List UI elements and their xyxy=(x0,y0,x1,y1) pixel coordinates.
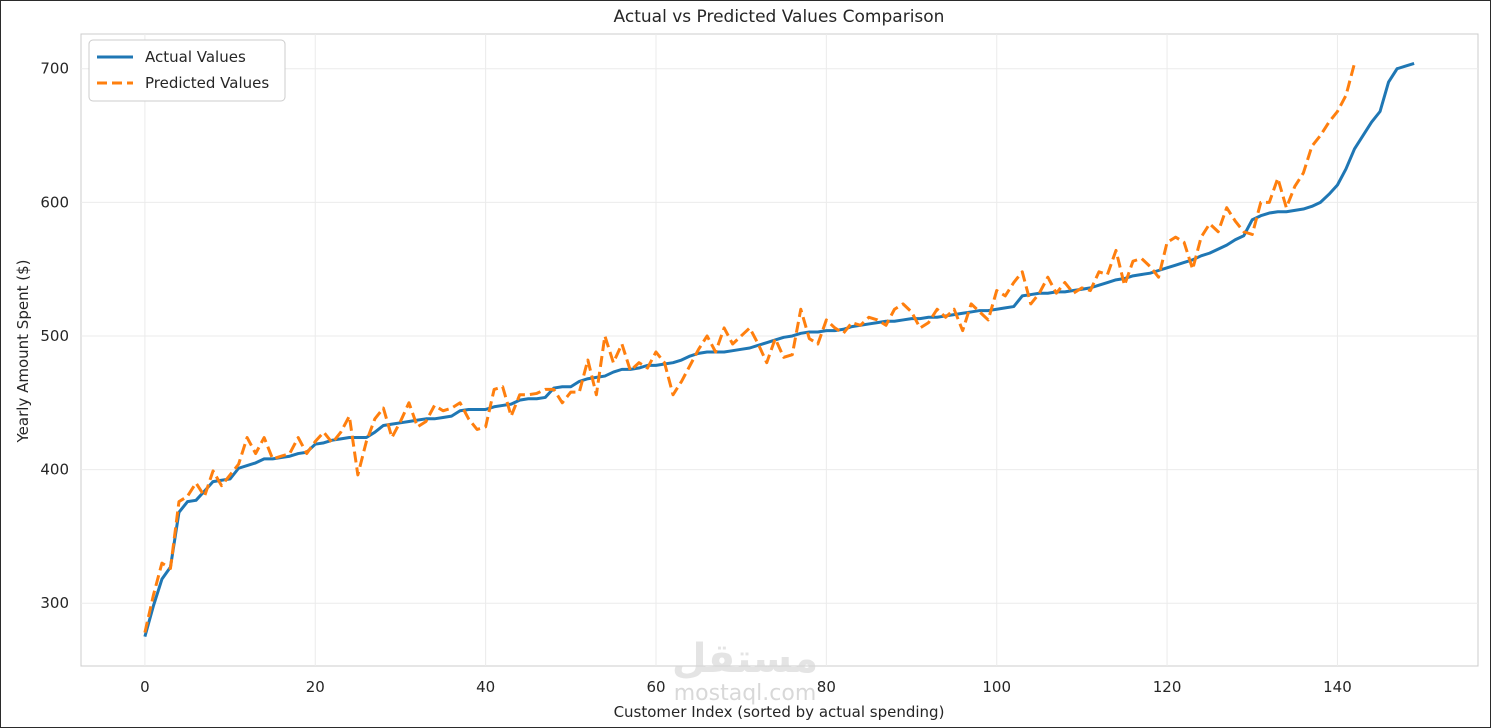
y-tick-label: 700 xyxy=(40,60,69,78)
y-tick-label: 400 xyxy=(40,461,69,479)
actual-values-line xyxy=(143,61,1415,638)
watermark-logo-text: مستقل xyxy=(672,636,818,682)
legend: Actual Values Predicted Values xyxy=(88,39,286,102)
x-tick-label: 0 xyxy=(140,678,150,696)
y-tick-label: 600 xyxy=(40,193,69,211)
grid-lines xyxy=(81,34,1478,666)
legend-actual-label: Actual Values xyxy=(145,48,246,66)
x-tick-label: 120 xyxy=(1153,678,1182,696)
watermark: مستقل mostaql.com xyxy=(672,636,818,706)
x-tick-label: 100 xyxy=(982,678,1011,696)
legend-predicted-label: Predicted Values xyxy=(145,74,269,92)
x-tick-label: 40 xyxy=(476,678,495,696)
watermark-url: mostaql.com xyxy=(674,681,817,706)
x-tick-label: 20 xyxy=(306,678,325,696)
chart-title: Actual vs Predicted Values Comparison xyxy=(614,7,945,27)
y-axis-label: Yearly Amount Spent ($) xyxy=(14,260,32,444)
y-tick-label: 500 xyxy=(40,327,69,345)
x-tick-label: 140 xyxy=(1323,678,1352,696)
series-layer xyxy=(143,61,1415,638)
x-axis-label: Customer Index (sorted by actual spendin… xyxy=(614,703,945,721)
x-tick-label: 80 xyxy=(817,678,836,696)
x-tick-label: 60 xyxy=(646,678,665,696)
y-tick-label: 300 xyxy=(40,594,69,612)
predicted-values-line xyxy=(143,63,1356,633)
plot-area xyxy=(80,33,1479,667)
tick-labels: 0 20 40 60 80 100 120 140 300 400 500 600 700 xyxy=(40,60,1351,696)
legend-box xyxy=(88,39,286,102)
